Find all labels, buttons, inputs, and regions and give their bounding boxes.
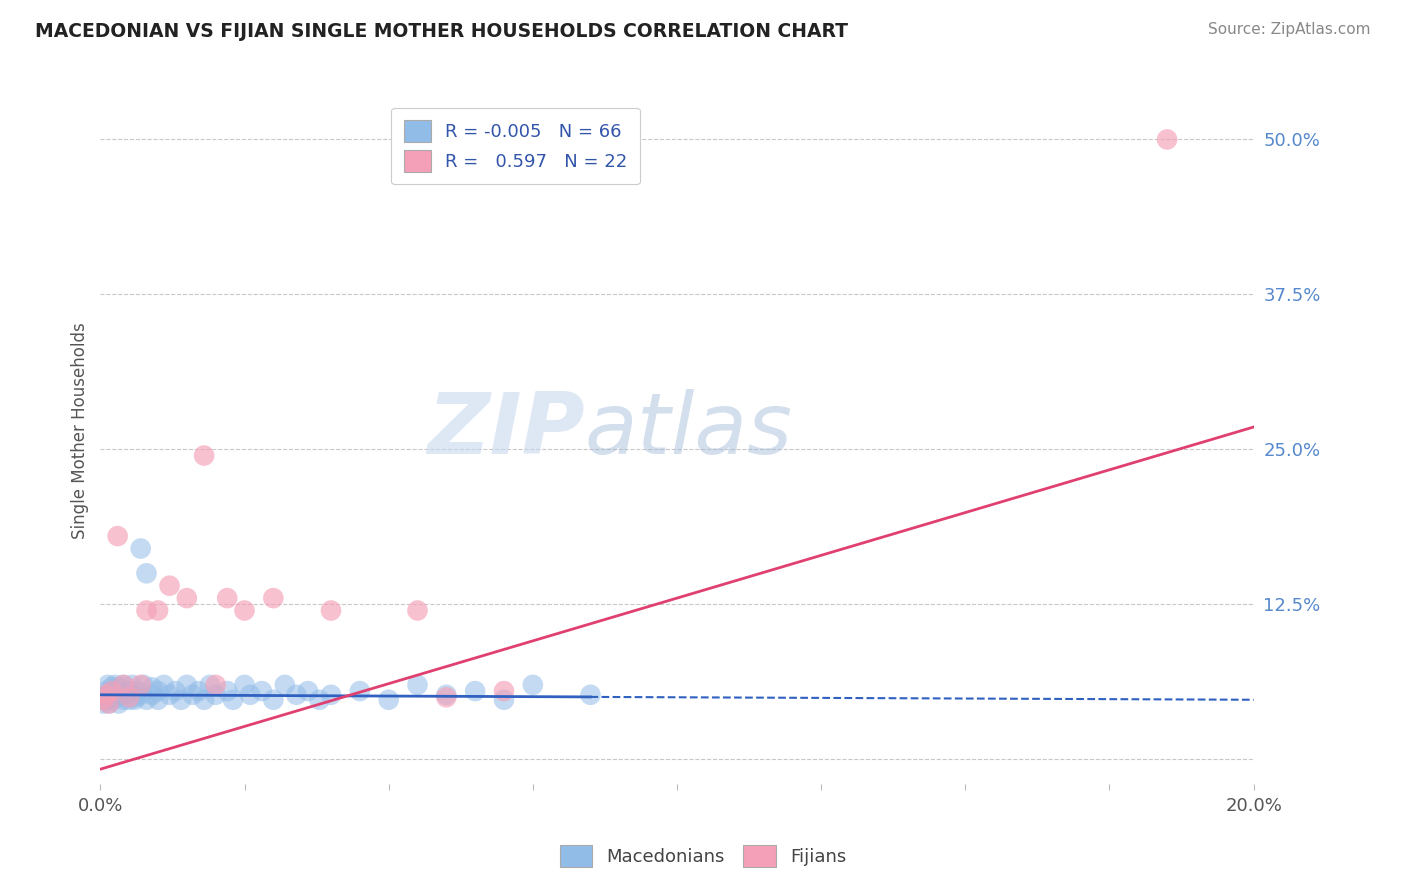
Point bbox=[135, 603, 157, 617]
Point bbox=[308, 692, 330, 706]
Point bbox=[406, 603, 429, 617]
Point bbox=[319, 603, 342, 617]
Point bbox=[107, 529, 129, 543]
Point bbox=[96, 688, 118, 702]
Point bbox=[94, 690, 117, 705]
Point bbox=[141, 681, 163, 695]
Point bbox=[98, 697, 121, 711]
Text: atlas: atlas bbox=[585, 389, 793, 472]
Point bbox=[319, 688, 342, 702]
Point bbox=[406, 678, 429, 692]
Point bbox=[239, 688, 262, 702]
Point bbox=[94, 692, 117, 706]
Point bbox=[1156, 132, 1178, 146]
Point bbox=[107, 690, 129, 705]
Point bbox=[101, 681, 124, 695]
Point bbox=[146, 692, 169, 706]
Point bbox=[110, 688, 132, 702]
Point bbox=[233, 603, 256, 617]
Point bbox=[98, 697, 121, 711]
Point bbox=[522, 678, 544, 692]
Point bbox=[107, 697, 129, 711]
Point bbox=[94, 684, 117, 698]
Point bbox=[222, 692, 245, 706]
Point bbox=[146, 603, 169, 617]
Point bbox=[217, 591, 239, 606]
Legend: Macedonians, Fijians: Macedonians, Fijians bbox=[553, 838, 853, 874]
Point bbox=[101, 684, 124, 698]
Point bbox=[492, 692, 515, 706]
Point bbox=[198, 678, 221, 692]
Y-axis label: Single Mother Households: Single Mother Households bbox=[72, 322, 89, 539]
Point bbox=[204, 688, 226, 702]
Point bbox=[262, 692, 284, 706]
Point bbox=[114, 688, 136, 702]
Point bbox=[135, 566, 157, 581]
Point bbox=[104, 684, 127, 698]
Point bbox=[176, 591, 198, 606]
Point bbox=[262, 591, 284, 606]
Text: ZIP: ZIP bbox=[427, 389, 585, 472]
Point bbox=[377, 692, 399, 706]
Point bbox=[129, 688, 152, 702]
Point bbox=[97, 678, 120, 692]
Point bbox=[121, 678, 143, 692]
Point bbox=[492, 684, 515, 698]
Point bbox=[176, 678, 198, 692]
Point bbox=[141, 688, 163, 702]
Point bbox=[233, 678, 256, 692]
Point bbox=[91, 697, 114, 711]
Point bbox=[159, 688, 181, 702]
Point bbox=[217, 684, 239, 698]
Point bbox=[152, 678, 174, 692]
Point bbox=[135, 692, 157, 706]
Point bbox=[170, 692, 193, 706]
Text: MACEDONIAN VS FIJIAN SINGLE MOTHER HOUSEHOLDS CORRELATION CHART: MACEDONIAN VS FIJIAN SINGLE MOTHER HOUSE… bbox=[35, 22, 848, 41]
Point bbox=[101, 688, 124, 702]
Point bbox=[118, 690, 141, 705]
Legend: R = -0.005   N = 66, R =   0.597   N = 22: R = -0.005 N = 66, R = 0.597 N = 22 bbox=[391, 108, 640, 185]
Point bbox=[112, 692, 135, 706]
Point bbox=[349, 684, 371, 698]
Point bbox=[165, 684, 187, 698]
Point bbox=[187, 684, 209, 698]
Point bbox=[193, 692, 215, 706]
Point bbox=[579, 688, 602, 702]
Point bbox=[104, 678, 127, 692]
Point bbox=[146, 684, 169, 698]
Point bbox=[129, 541, 152, 556]
Point bbox=[250, 684, 273, 698]
Point bbox=[159, 579, 181, 593]
Point bbox=[94, 688, 117, 702]
Point bbox=[118, 684, 141, 698]
Point bbox=[124, 692, 146, 706]
Point bbox=[132, 678, 155, 692]
Point bbox=[434, 690, 457, 705]
Point bbox=[464, 684, 486, 698]
Point bbox=[129, 678, 152, 692]
Point bbox=[274, 678, 297, 692]
Point bbox=[98, 690, 121, 705]
Point bbox=[101, 690, 124, 705]
Point bbox=[91, 692, 114, 706]
Point bbox=[118, 692, 141, 706]
Point bbox=[112, 678, 135, 692]
Point bbox=[181, 688, 204, 702]
Point bbox=[107, 681, 129, 695]
Point bbox=[115, 684, 138, 698]
Point bbox=[112, 678, 135, 692]
Point bbox=[297, 684, 319, 698]
Point bbox=[285, 688, 308, 702]
Text: Source: ZipAtlas.com: Source: ZipAtlas.com bbox=[1208, 22, 1371, 37]
Point bbox=[434, 688, 457, 702]
Point bbox=[100, 692, 122, 706]
Point bbox=[127, 684, 149, 698]
Point bbox=[204, 678, 226, 692]
Point bbox=[193, 449, 215, 463]
Point bbox=[124, 690, 146, 705]
